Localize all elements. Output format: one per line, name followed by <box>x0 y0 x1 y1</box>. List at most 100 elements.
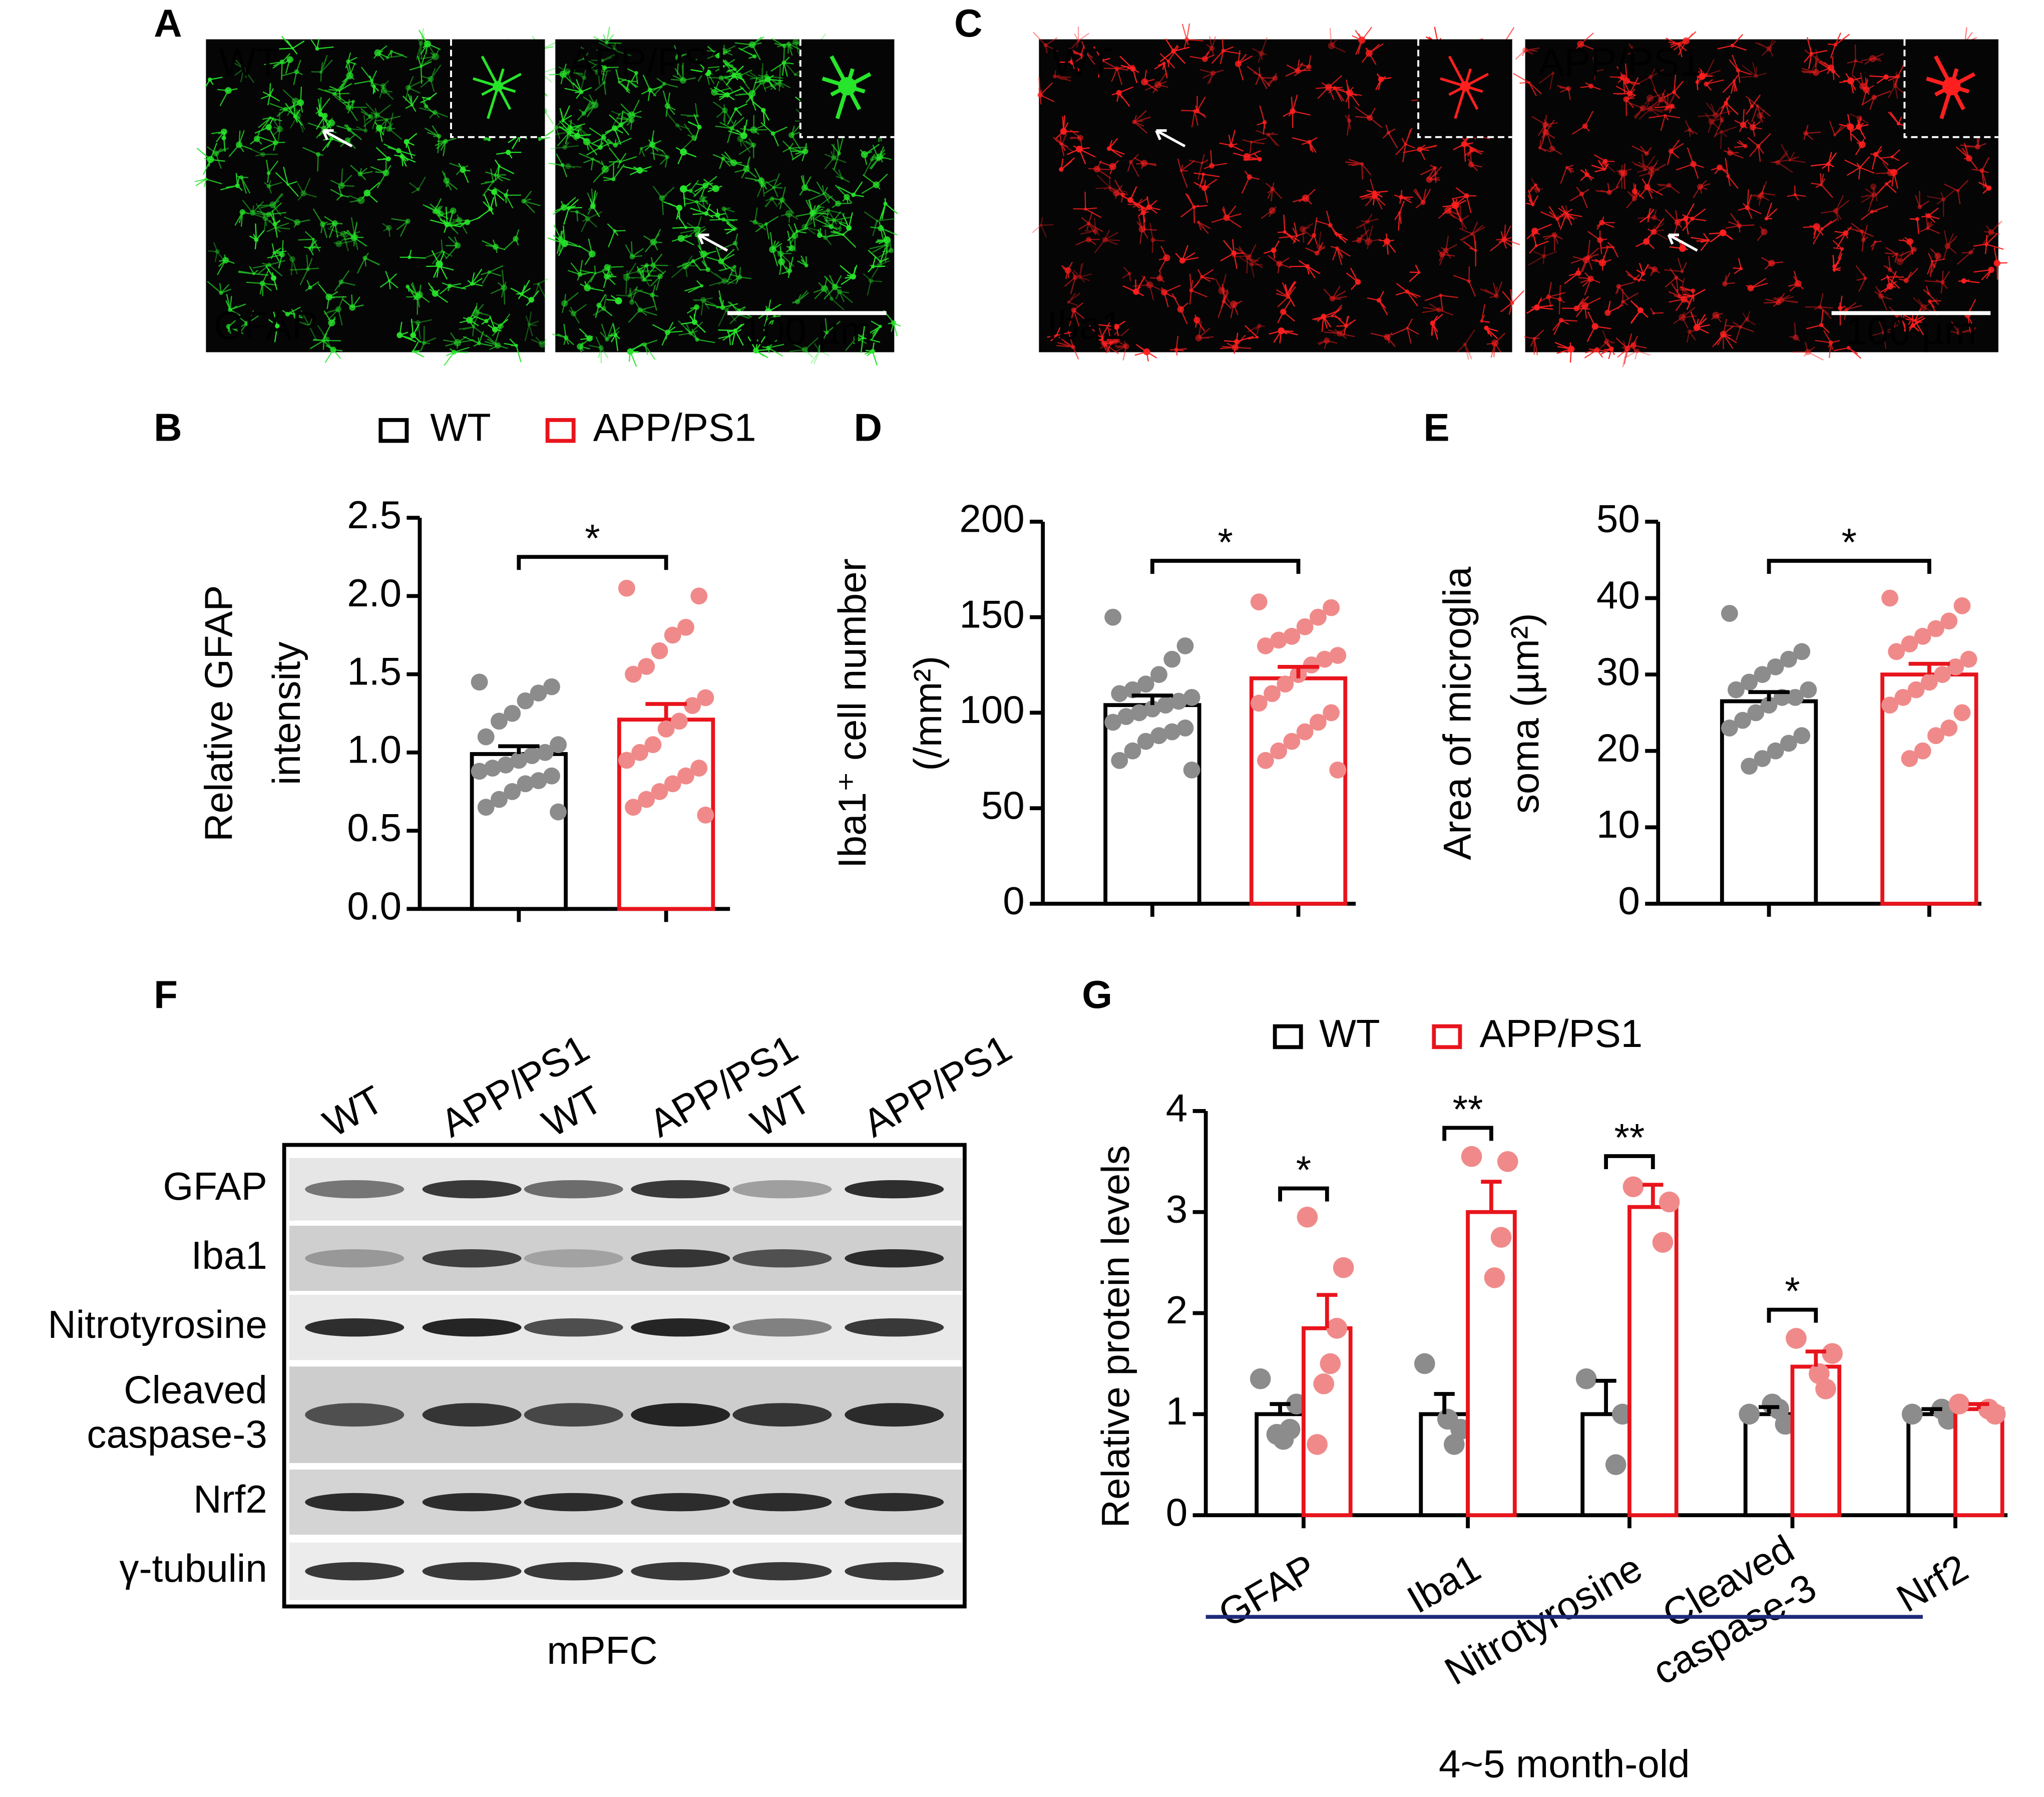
cell-process <box>715 117 744 143</box>
cell-process <box>706 246 735 272</box>
cell-body <box>357 171 363 177</box>
cell-process <box>1110 336 1127 361</box>
cell-body <box>1372 192 1378 199</box>
cell-process <box>623 166 652 176</box>
cell-body <box>1651 215 1657 220</box>
cell-body <box>1720 118 1724 123</box>
data-point <box>1914 627 1931 645</box>
cell-body <box>347 127 352 132</box>
cell-body <box>1667 183 1672 188</box>
cell-body <box>627 294 631 298</box>
cell-process <box>641 75 663 101</box>
cell-body <box>443 139 448 144</box>
cell-process <box>727 267 752 285</box>
cell-body <box>720 48 728 56</box>
cell-process <box>1921 207 1940 223</box>
data-point <box>1320 1353 1341 1374</box>
data-point <box>1787 688 1804 706</box>
cell-body <box>1271 247 1277 253</box>
panel-letter: C <box>954 1 982 45</box>
cell-process <box>749 71 783 87</box>
cell-body <box>781 60 786 65</box>
cell-process <box>510 279 531 299</box>
cell-body <box>560 204 567 211</box>
cell-body <box>1365 238 1372 245</box>
cell-process <box>1170 335 1187 356</box>
cell-body <box>1093 165 1100 173</box>
cell-process <box>671 255 698 278</box>
cell-body <box>1314 250 1320 256</box>
cell-body <box>1965 155 1972 162</box>
data-point <box>1333 1257 1354 1278</box>
cell-body <box>1071 344 1075 349</box>
cell-body <box>1430 320 1435 326</box>
data-point <box>1901 635 1918 653</box>
cell-body <box>1688 128 1692 132</box>
cell-process <box>1711 167 1729 175</box>
cell-body <box>1670 104 1675 109</box>
cell-process <box>1847 44 1863 75</box>
cell-process <box>343 222 367 247</box>
cell-body <box>605 337 609 342</box>
cell-process <box>304 240 321 256</box>
cell-process <box>1181 23 1204 49</box>
cell-process <box>1285 59 1311 77</box>
data-point <box>504 783 521 800</box>
cell-body <box>1648 106 1654 112</box>
band <box>631 1562 730 1581</box>
data-point <box>1881 696 1899 714</box>
y-tick-label: 10 <box>1596 802 1640 846</box>
cell-body <box>659 195 665 201</box>
cell-body <box>1917 204 1922 209</box>
cell-body <box>1077 275 1082 279</box>
cell-body <box>1644 184 1651 191</box>
cell-body <box>642 342 647 347</box>
cell-process <box>551 142 579 150</box>
band <box>732 1493 832 1512</box>
cell-process <box>1772 294 1798 303</box>
cell-process <box>683 197 709 211</box>
cell-body <box>1194 108 1200 114</box>
cell-body <box>1232 344 1239 351</box>
significance-bracket <box>1767 1307 1818 1323</box>
cell-process <box>420 65 442 92</box>
y-tick-label: 50 <box>1596 497 1640 541</box>
cell-process <box>402 94 419 112</box>
y-tick-label: 2 <box>1166 1288 1187 1332</box>
cell-body <box>576 125 582 131</box>
cell-process <box>620 100 642 127</box>
cell-process <box>724 59 746 83</box>
cell-body <box>1156 275 1163 282</box>
cell-process <box>824 144 847 169</box>
cell-body <box>222 257 229 264</box>
data-point <box>1176 637 1194 654</box>
cell-body <box>1399 195 1404 200</box>
cell-process <box>1317 340 1338 349</box>
cell-process <box>1973 269 1992 280</box>
cell-body <box>1621 299 1625 304</box>
cell-process <box>814 217 839 231</box>
data-point <box>664 626 681 644</box>
cell-body <box>1250 140 1253 144</box>
arrow <box>1667 233 1698 252</box>
cell-body <box>1968 250 1973 255</box>
cell-body <box>1643 238 1650 245</box>
cell-body <box>389 50 393 53</box>
cell-process <box>1872 186 1878 202</box>
cell-process <box>628 300 657 323</box>
cell-body <box>1698 73 1706 80</box>
cell-body <box>575 210 579 214</box>
cell-body <box>1886 275 1889 278</box>
cell-process <box>1413 188 1431 209</box>
cell-process <box>252 260 286 277</box>
cell-process <box>1095 174 1127 193</box>
cell-body <box>831 155 837 161</box>
cell-body <box>595 69 602 76</box>
cell-body <box>1652 266 1658 272</box>
cell-body <box>629 254 635 260</box>
cell-process <box>1335 314 1356 336</box>
cell-process <box>1587 230 1607 254</box>
cell-process <box>1073 262 1092 283</box>
cell-body <box>1846 345 1851 350</box>
cell-process <box>770 232 782 266</box>
